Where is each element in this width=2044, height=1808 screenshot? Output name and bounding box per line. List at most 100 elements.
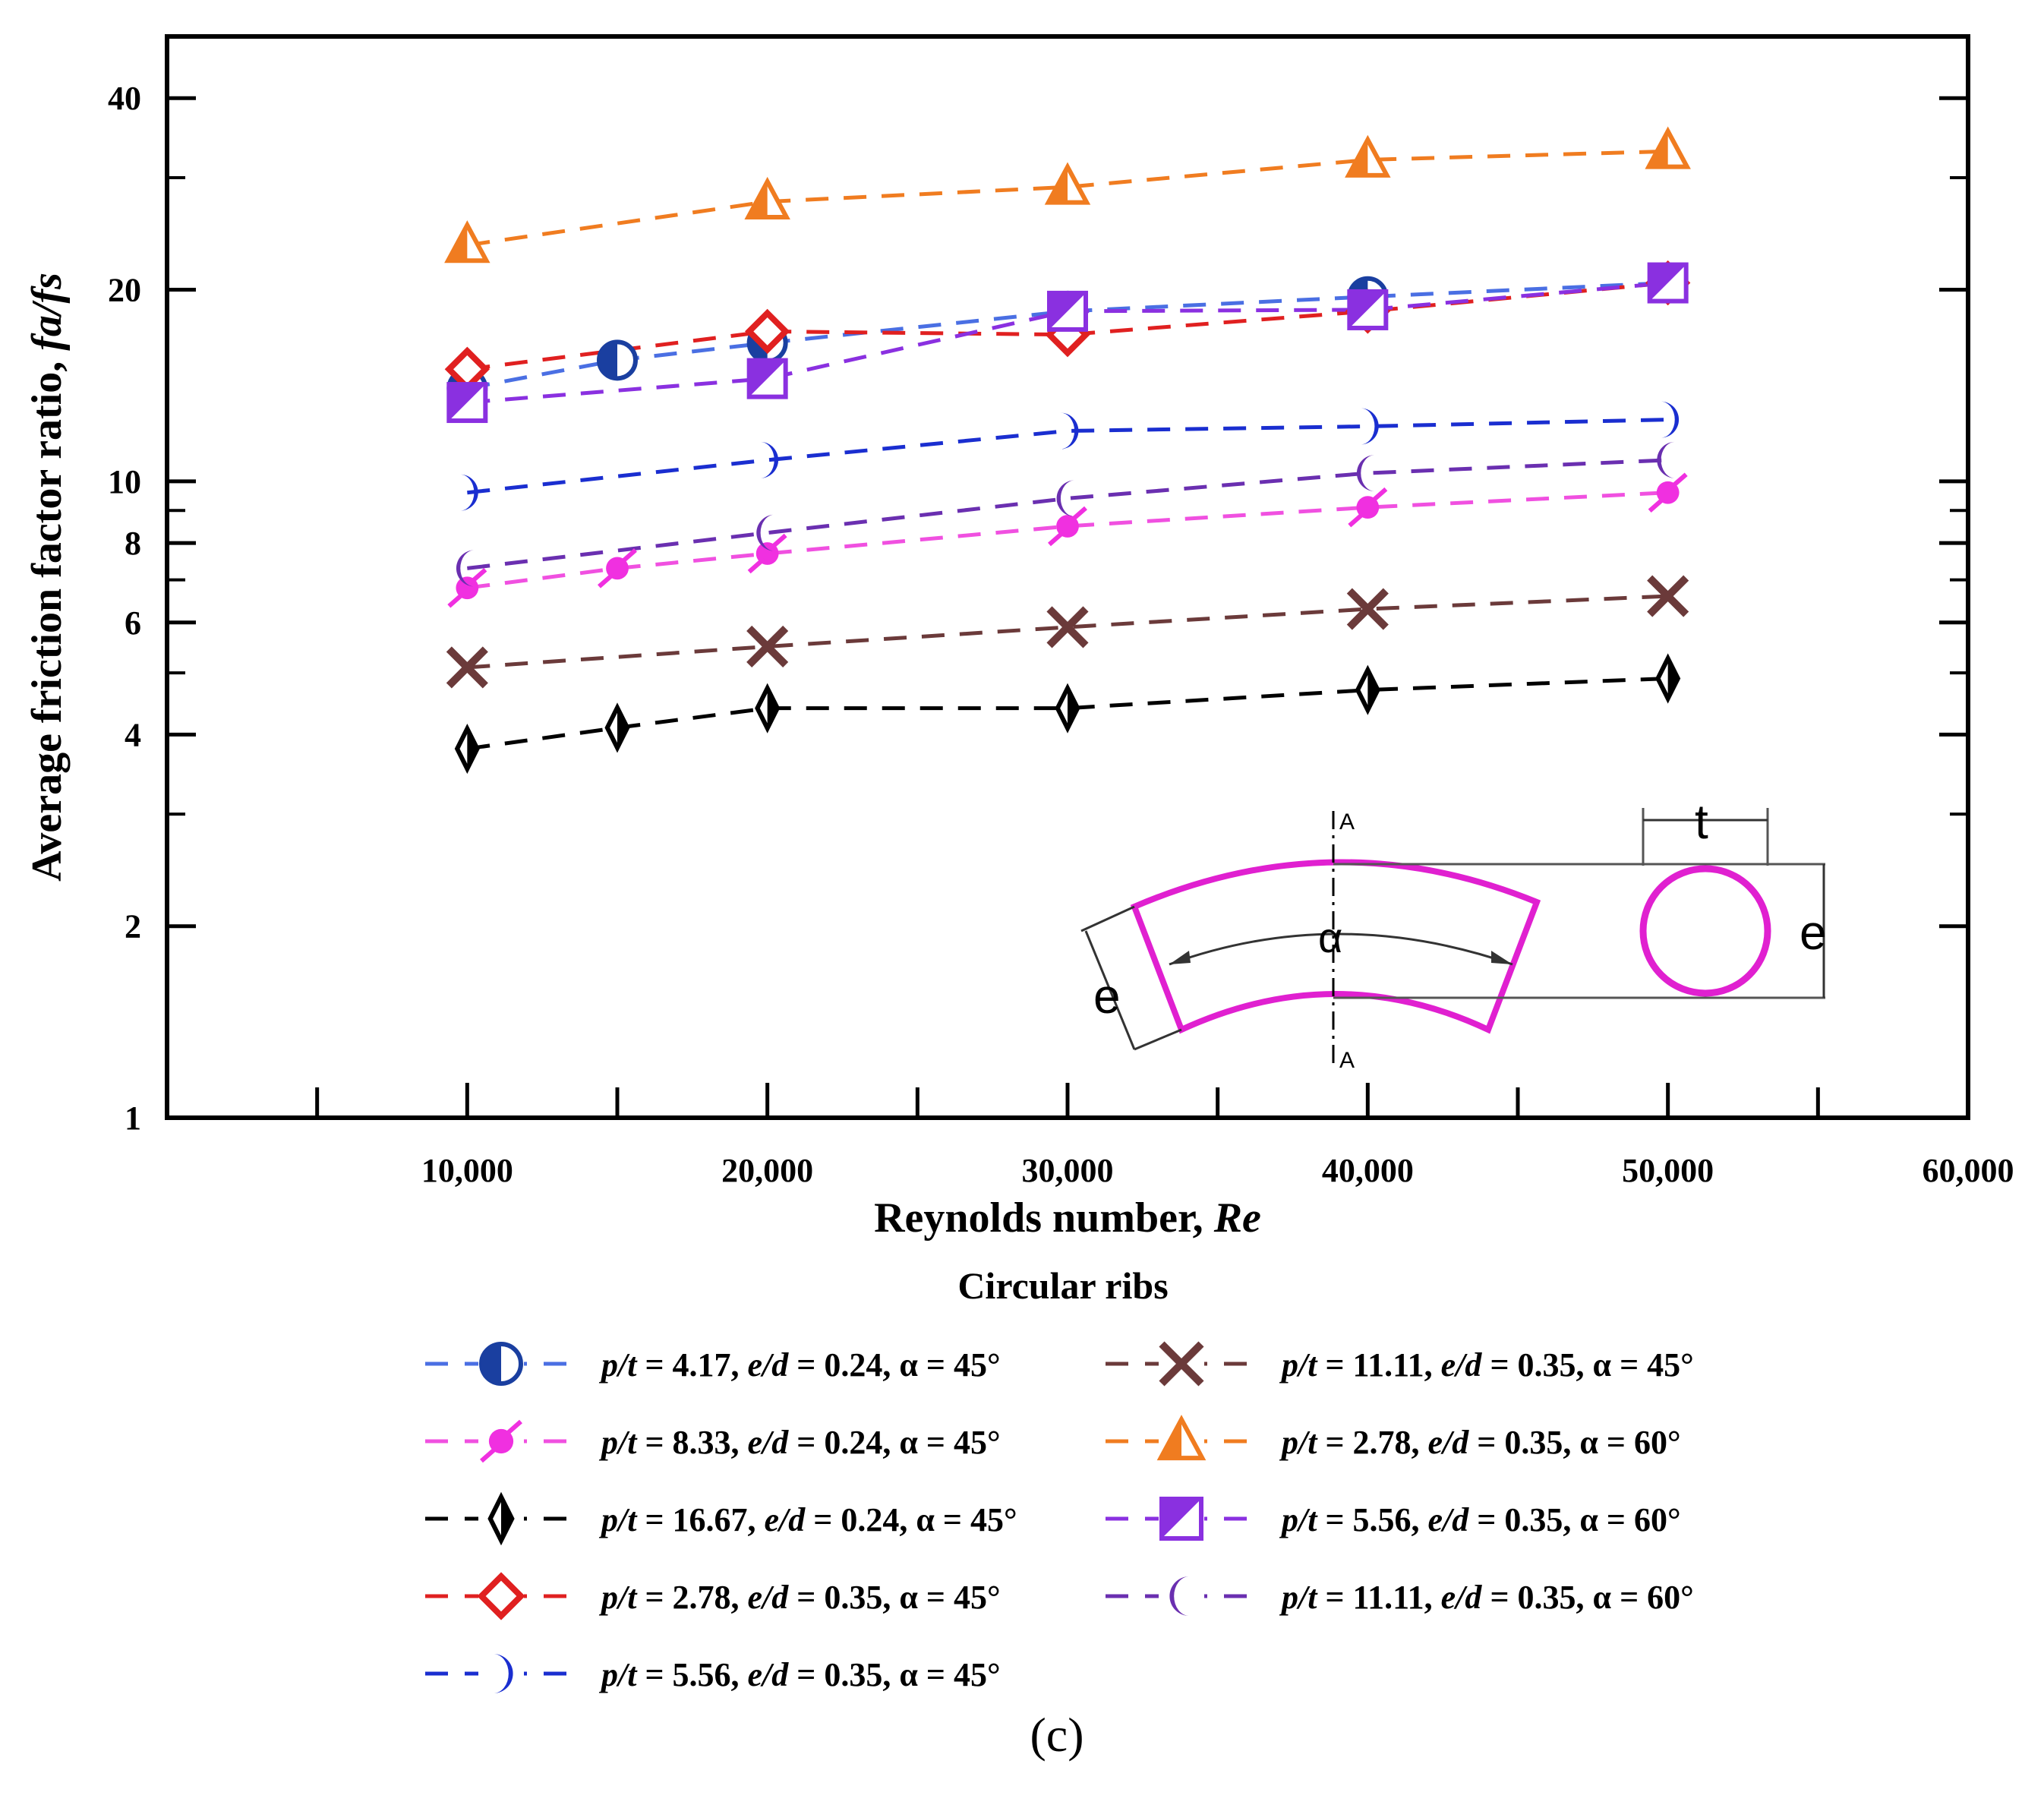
marker-fill: [1367, 670, 1378, 711]
legend-label: p/t = 2.78, e/d = 0.35, α = 45°: [598, 1579, 1001, 1616]
legend-entry: p/t = 2.78, e/d = 0.35, α = 60°: [1106, 1415, 1681, 1467]
rib-schematic: A A α e t e: [1080, 794, 1827, 1073]
marker-fill: [1661, 401, 1680, 438]
legend-label-part: = 0.35, α = 60°: [1468, 1501, 1680, 1538]
y-tick-label: 1: [125, 1100, 141, 1137]
marker-pinwheel: [747, 533, 787, 574]
marker-fill: [467, 728, 478, 769]
marker-right-crescent: [1060, 412, 1079, 450]
marker-half-square: [1159, 1497, 1203, 1541]
marker-pinwheel: [447, 567, 487, 608]
legend-label-part: p/t: [598, 1501, 638, 1538]
axis-ticks: [167, 96, 1968, 1118]
marker-x: [446, 646, 488, 689]
marker-fill: [493, 1654, 513, 1693]
marker-thin-diamond: [755, 683, 781, 734]
series-line: [467, 491, 1668, 590]
legend-label-part: p/t: [1279, 1579, 1318, 1616]
marker-fill: [1162, 1499, 1201, 1538]
legend-label-part: p/t: [598, 1424, 638, 1461]
legend-label-part: = 11.11,: [1317, 1579, 1440, 1616]
marker-thin-diamond: [604, 702, 630, 753]
marker-right-crescent: [760, 441, 779, 478]
e-ext-top: [1080, 905, 1135, 932]
legend-label: p/t = 5.56, e/d = 0.35, α = 60°: [1279, 1501, 1681, 1538]
legend-label-part: = 0.35, α = 60°: [1481, 1579, 1693, 1616]
legend-entry: p/t = 8.33, e/d = 0.24, α = 45°: [425, 1415, 1001, 1467]
marker-fill: [1046, 606, 1089, 648]
x-tick-label: 60,000: [1923, 1152, 2014, 1189]
marker-fill: [760, 441, 779, 478]
legend-label-part: e/d: [748, 1579, 790, 1616]
marker-thin-diamond: [1355, 664, 1380, 715]
legend-label: p/t = 2.78, e/d = 0.35, α = 60°: [1279, 1424, 1681, 1461]
marker-fill: [748, 181, 768, 218]
legend-label-part: = 2.78,: [636, 1579, 747, 1616]
marker-spokes: [447, 567, 487, 608]
legend-label-part: p/t: [1279, 1424, 1318, 1461]
marker-left-crescent: [1356, 455, 1375, 492]
tick-labels: 10,000 20,000 30,000 40,000 50,000 60,000 1 2 4 6…: [108, 80, 2014, 1189]
marker-right-crescent: [459, 474, 478, 511]
marker-fill: [1356, 455, 1375, 492]
marker-outline: [477, 1572, 525, 1620]
marker-fill: [1647, 575, 1689, 617]
schematic-label-alpha: α: [1318, 913, 1342, 961]
legend-label-part: = 5.56,: [636, 1656, 747, 1693]
series-lines: [466, 149, 1668, 751]
legend-label-part: p/t: [1279, 1346, 1318, 1384]
marker-left-crescent: [1056, 480, 1075, 517]
marker-fill: [767, 688, 778, 729]
legend-entry: p/t = 5.56, e/d = 0.35, α = 45°: [425, 1648, 1001, 1699]
legend-entry: p/t = 11.11, e/d = 0.35, α = 60°: [1106, 1570, 1694, 1622]
legend-entry: p/t = 2.78, e/d = 0.35, α = 45°: [425, 1570, 1001, 1622]
marker-fill: [481, 1344, 501, 1384]
marker-half-square: [746, 358, 788, 399]
marker-half-triangle: [1156, 1415, 1207, 1461]
legend-entry: p/t = 5.56, e/d = 0.35, α = 60°: [1106, 1493, 1681, 1545]
marker-fill: [1667, 658, 1678, 699]
marker-right-crescent: [1661, 401, 1680, 438]
marker-half-triangle: [1345, 134, 1391, 178]
legend-label-part: e/d: [748, 1346, 790, 1384]
marker-spokes: [1648, 472, 1688, 513]
marker-half-square: [1047, 290, 1088, 332]
marker-fill: [1349, 291, 1386, 328]
figure-caption: (c): [1030, 1708, 1084, 1762]
marker-fill: [1060, 412, 1079, 450]
legend-label-part: = 4.17,: [636, 1346, 747, 1384]
marker-pinwheel: [598, 548, 637, 588]
legend-label-part: e/d: [765, 1501, 806, 1538]
legend-label-part: e/d: [1441, 1579, 1483, 1616]
legend-label-part: e/d: [1428, 1501, 1470, 1538]
legend-title: Circular ribs: [957, 1264, 1168, 1307]
marker-left-crescent: [456, 550, 475, 587]
marker-x: [746, 625, 789, 667]
legend-label-part: p/t: [598, 1346, 638, 1384]
marker-x: [1159, 1341, 1204, 1387]
legend-label: p/t = 5.56, e/d = 0.35, α = 45°: [598, 1656, 1001, 1693]
legend-label-part: = 16.67,: [636, 1501, 764, 1538]
marker-fill: [459, 474, 478, 511]
marker-fill: [746, 625, 789, 667]
legend-label-part: p/t: [598, 1579, 638, 1616]
marker-fill: [1068, 688, 1078, 729]
marker-fill: [1360, 408, 1379, 445]
legend-label-part: = 0.35, α = 45°: [788, 1656, 1000, 1693]
legend-label-part: = 0.24, α = 45°: [805, 1501, 1017, 1538]
marker-spokes: [1348, 487, 1388, 528]
e-ext-bottom: [1134, 1028, 1182, 1051]
e-dim-line: [1084, 930, 1136, 1050]
legend-label-part: e/d: [1428, 1424, 1470, 1461]
marker-half-triangle: [1044, 162, 1091, 205]
marker-thin-diamond: [1055, 683, 1080, 734]
legend-label-part: e/d: [1441, 1346, 1483, 1384]
marker-half-triangle: [1645, 126, 1691, 169]
marker-fill: [599, 342, 617, 379]
legend-label-part: e/d: [748, 1424, 790, 1461]
legend-label: p/t = 11.11, e/d = 0.35, α = 60°: [1279, 1579, 1694, 1616]
marker-half-square: [1647, 262, 1689, 304]
legend-label-part: = 0.35, α = 60°: [1468, 1424, 1680, 1461]
schematic-label-a-top: A: [1339, 809, 1355, 835]
